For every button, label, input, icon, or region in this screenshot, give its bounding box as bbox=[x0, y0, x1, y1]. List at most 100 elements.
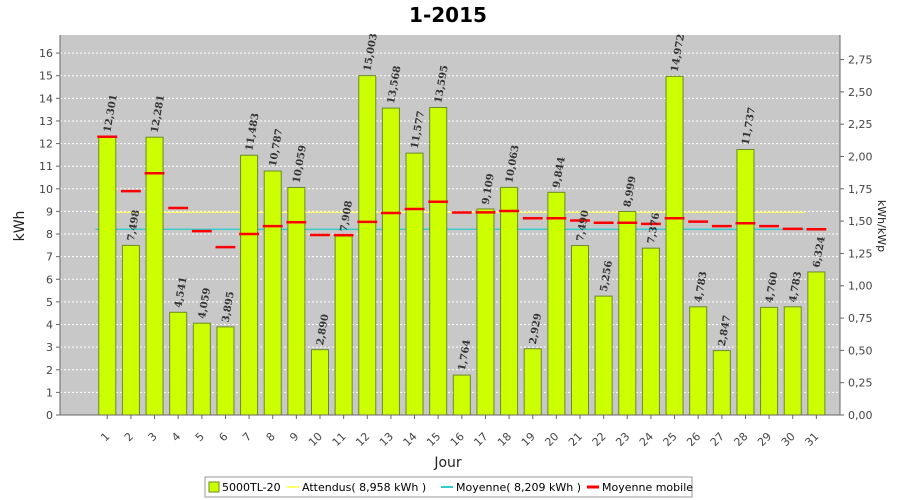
bar bbox=[618, 210, 637, 416]
y-tick-label: 4 bbox=[46, 319, 53, 332]
data-label: 4,760 bbox=[764, 271, 780, 304]
y-tick-label: 14 bbox=[39, 92, 53, 105]
x-tick-label: 30 bbox=[779, 430, 798, 449]
y2-tick-label: 1,75 bbox=[848, 183, 873, 196]
bar bbox=[452, 374, 471, 416]
legend: 5000TL-20 Attendus( 8,958 kWh ) Moyenne(… bbox=[204, 476, 693, 498]
legend-label-average: Moyenne( 8,209 kWh ) bbox=[456, 481, 581, 494]
bar bbox=[310, 349, 330, 416]
x-axis: 1 2 3 4 5 6 7 8 9 10 11 12 13 14 15 16 17 18 19 20 21 22 23 24 2… bbox=[60, 414, 840, 449]
data-label: 6,324 bbox=[811, 236, 827, 269]
y2-tick-label: 0,25 bbox=[848, 377, 873, 390]
bar bbox=[523, 348, 542, 416]
y2-axis-label: kWh/kWp bbox=[875, 200, 888, 252]
data-label: 4,541 bbox=[173, 276, 189, 309]
y2-tick-label: 2,50 bbox=[848, 86, 873, 99]
data-label: 2,847 bbox=[717, 314, 733, 347]
bar bbox=[641, 247, 660, 416]
x-axis-label: Jour bbox=[433, 455, 462, 471]
y2-tick-label: 2,00 bbox=[848, 150, 873, 163]
y-tick-label: 9 bbox=[46, 205, 53, 218]
data-label: 9,844 bbox=[551, 156, 567, 189]
bar bbox=[192, 322, 211, 416]
y-tick-label: 10 bbox=[39, 183, 53, 196]
bar bbox=[594, 295, 613, 416]
bar bbox=[665, 75, 684, 416]
x-tick-label: 20 bbox=[542, 430, 561, 449]
bar bbox=[429, 106, 448, 416]
data-label: 5,256 bbox=[599, 260, 615, 293]
bar bbox=[405, 152, 424, 416]
moving-average-marks bbox=[97, 135, 827, 249]
y2-tick-label: 0,50 bbox=[848, 344, 873, 357]
y-tick-label: 13 bbox=[39, 115, 53, 128]
x-tick-label: 23 bbox=[613, 430, 632, 449]
y2-tick-label: 1,00 bbox=[848, 280, 873, 293]
x-tick-label: 11 bbox=[330, 430, 349, 449]
x-tick-label: 3 bbox=[146, 430, 160, 444]
x-tick-label: 12 bbox=[353, 430, 372, 449]
y-tick-label: 2 bbox=[46, 364, 53, 377]
data-label: 9,109 bbox=[481, 173, 497, 206]
y2-tick-label: 2,75 bbox=[848, 54, 873, 67]
data-label: 7,498 bbox=[126, 209, 142, 242]
x-tick-label: 25 bbox=[661, 430, 680, 449]
x-tick-label: 22 bbox=[590, 430, 609, 449]
data-label: 8,999 bbox=[622, 175, 638, 208]
legend-swatch-bars bbox=[208, 481, 220, 493]
y-tick-label: 6 bbox=[46, 273, 53, 286]
bar bbox=[169, 311, 188, 416]
bar bbox=[476, 208, 495, 416]
data-label: 7,490 bbox=[575, 209, 591, 242]
bar bbox=[760, 306, 779, 416]
reference-lines bbox=[95, 211, 805, 230]
bar bbox=[712, 350, 731, 416]
y2-tick-label: 1,50 bbox=[848, 215, 873, 228]
bar bbox=[263, 170, 282, 416]
x-tick-label: 7 bbox=[240, 430, 254, 444]
y-tick-label: 12 bbox=[39, 138, 53, 151]
bar bbox=[216, 326, 235, 416]
y2-tick-label: 0,75 bbox=[848, 312, 873, 325]
bar bbox=[783, 306, 802, 416]
x-tick-label: 9 bbox=[287, 430, 301, 444]
data-label: 3,895 bbox=[221, 291, 237, 324]
bar bbox=[736, 149, 755, 416]
y2-axis: 0,00 0,25 0,50 0,75 1,00 1,25 1,50 1,75 2,00 2,25… bbox=[839, 35, 873, 422]
x-tick-label: 26 bbox=[684, 430, 703, 449]
x-tick-label: 10 bbox=[306, 430, 325, 449]
y-tick-label: 8 bbox=[46, 228, 53, 241]
bar bbox=[98, 136, 117, 416]
x-tick-label: 6 bbox=[216, 430, 230, 444]
x-tick-label: 17 bbox=[471, 430, 490, 449]
x-tick-label: 24 bbox=[637, 430, 656, 449]
bar bbox=[500, 186, 519, 416]
x-tick-label: 21 bbox=[566, 430, 585, 449]
x-tick-label: 16 bbox=[448, 430, 467, 449]
x-tick-label: 19 bbox=[519, 430, 538, 449]
x-tick-label: 18 bbox=[495, 430, 514, 449]
bar bbox=[334, 235, 353, 416]
bar bbox=[240, 154, 259, 416]
x-tick-label: 29 bbox=[755, 430, 774, 449]
y2-tick-label: 1,25 bbox=[848, 247, 873, 260]
y-tick-label: 11 bbox=[39, 160, 53, 173]
x-tick-label: 31 bbox=[802, 430, 821, 449]
bars bbox=[98, 75, 826, 416]
y-axis-label: kWh bbox=[12, 211, 28, 242]
x-tick-label: 13 bbox=[377, 430, 396, 449]
legend-label-moving-average: Moyenne mobile bbox=[602, 481, 693, 494]
data-label: 1,764 bbox=[457, 339, 473, 372]
data-label: 7,376 bbox=[646, 212, 662, 245]
x-tick-label: 4 bbox=[169, 430, 183, 444]
data-label: 4,059 bbox=[197, 287, 213, 320]
x-tick-label: 8 bbox=[264, 430, 278, 444]
x-tick-label: 5 bbox=[193, 430, 207, 444]
y2-tick-label: 2,25 bbox=[848, 118, 873, 131]
data-label: 4,783 bbox=[788, 271, 804, 304]
y-tick-label: 0 bbox=[46, 409, 53, 422]
bar bbox=[807, 271, 826, 416]
x-tick-label: 14 bbox=[401, 430, 420, 449]
